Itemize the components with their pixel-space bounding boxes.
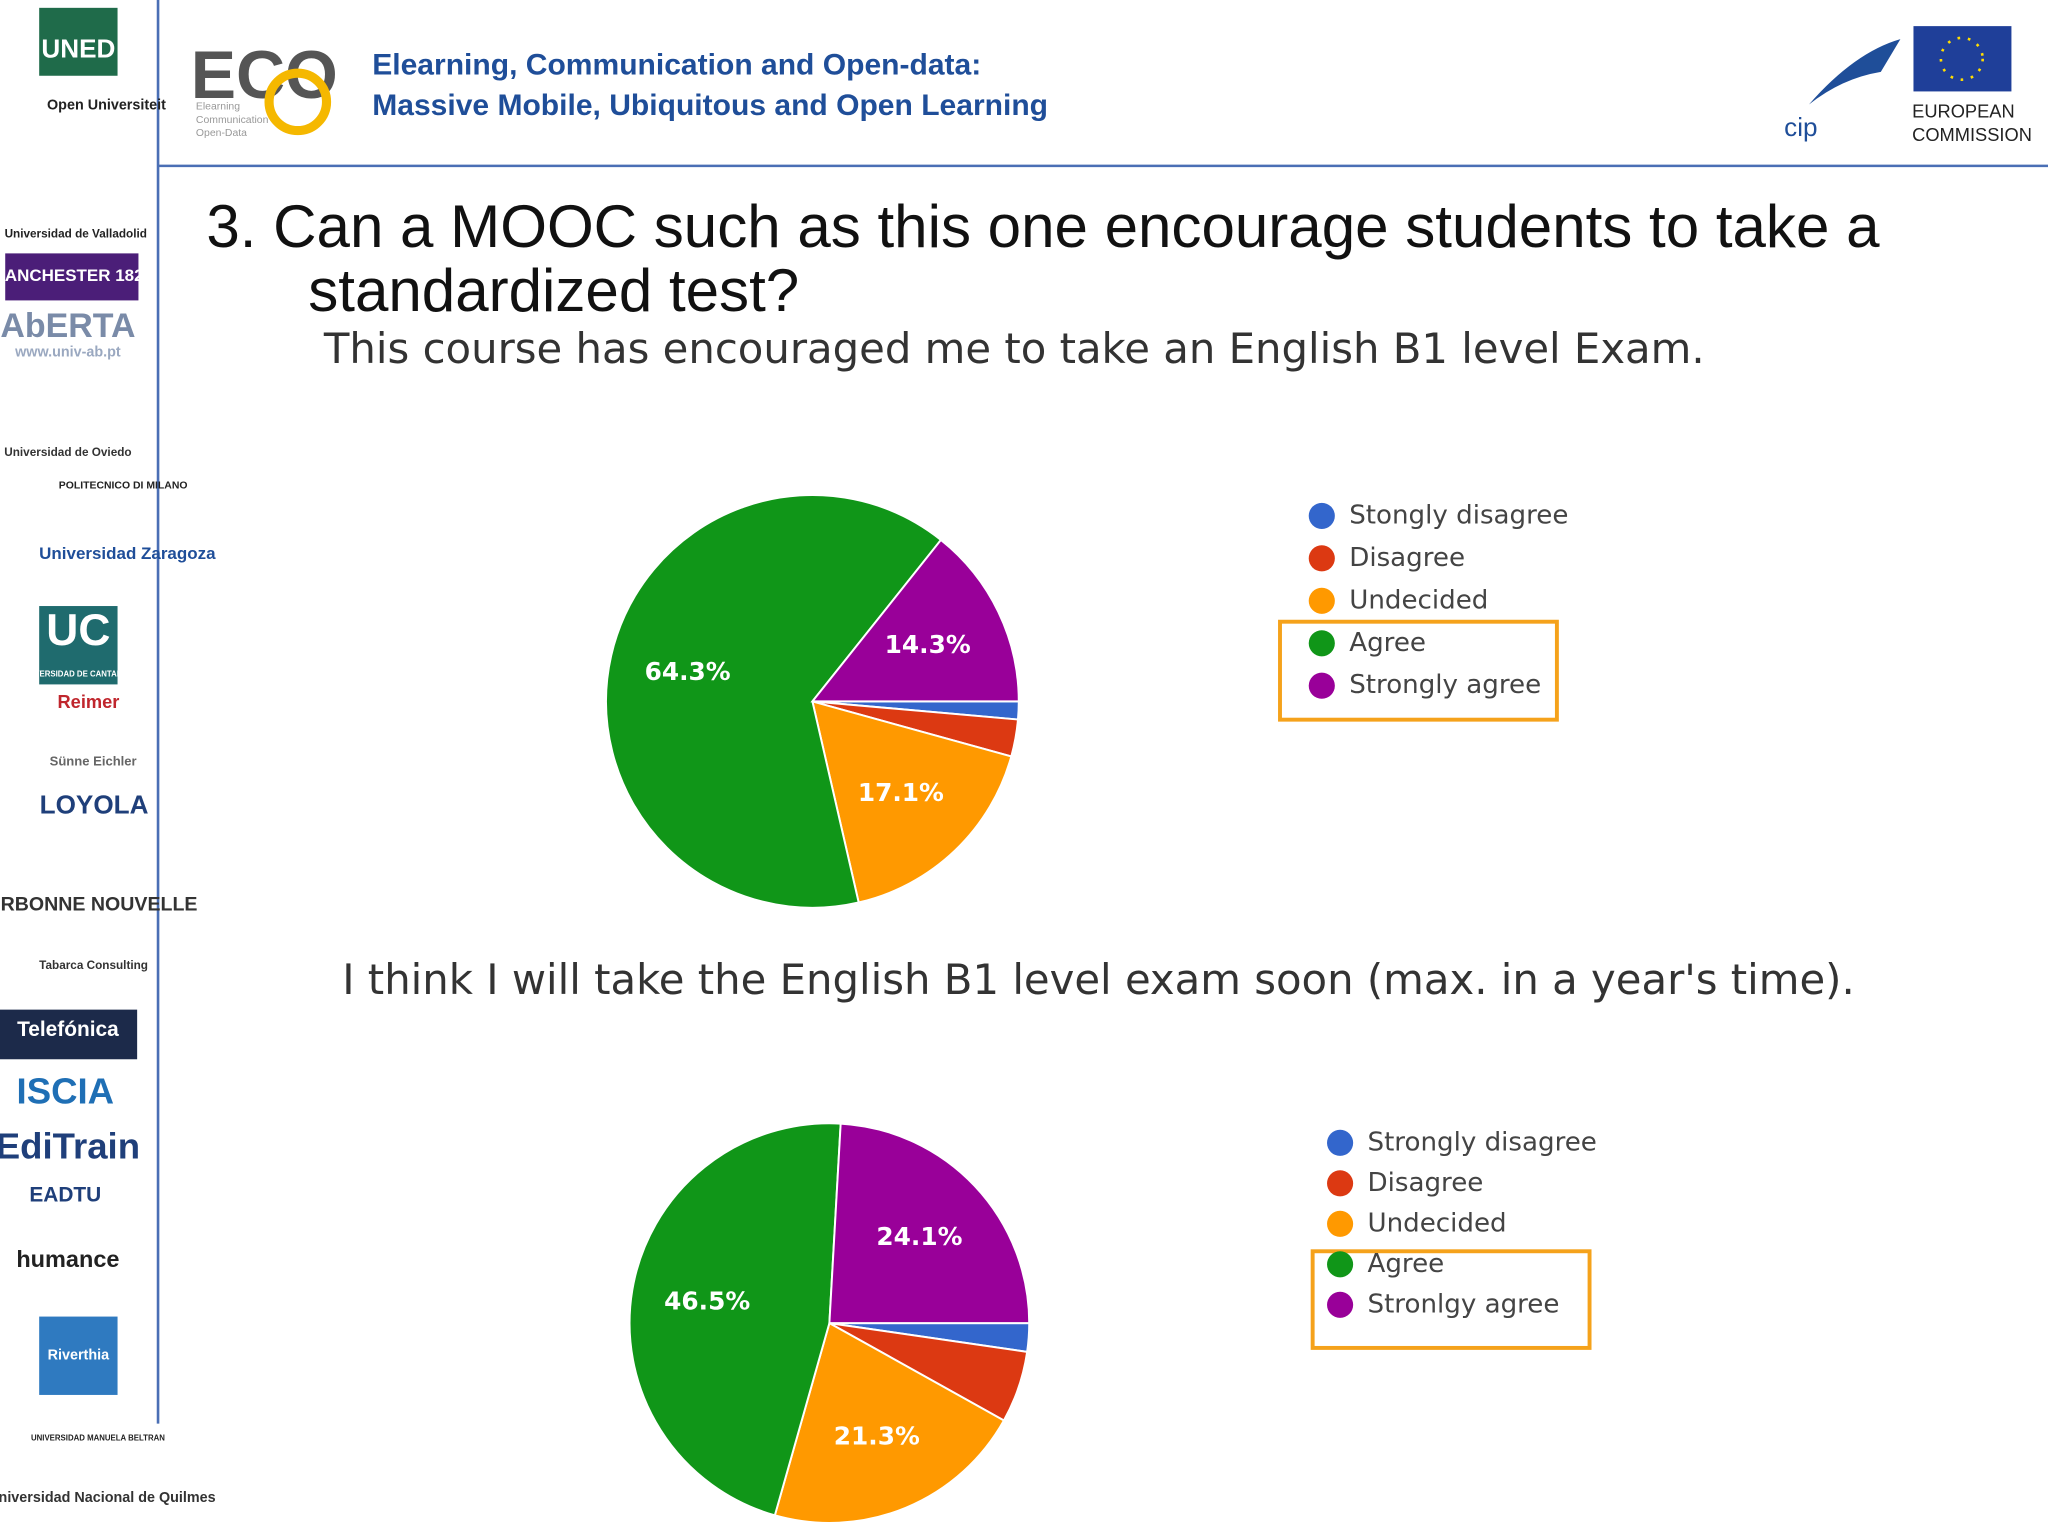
legend-swatch xyxy=(1308,545,1335,572)
logo-text: ISCIA xyxy=(17,1071,115,1112)
legend-label: Strongly agree xyxy=(1349,670,1541,700)
logo-text: UNIVERSIDAD MANUELA BELTRAN xyxy=(31,1434,165,1443)
logo-text: Universidad de Oviedo xyxy=(4,446,131,459)
legend-label: Disagree xyxy=(1368,1168,1484,1198)
logo-text: Reimer xyxy=(57,691,119,712)
legend-swatch xyxy=(1308,672,1335,699)
legend-swatch xyxy=(1327,1170,1354,1197)
logo-box xyxy=(39,606,118,685)
logo-text: MANCHESTER 1824 xyxy=(0,266,153,285)
legend-swatch xyxy=(1327,1251,1354,1278)
legend-label: Disagree xyxy=(1349,543,1465,573)
sidebar: UNED Open Universiteit Universidad de Vall… xyxy=(0,7,216,1506)
cip-figure xyxy=(1808,39,1901,105)
legend-label: Agree xyxy=(1349,628,1426,658)
logo-text: LOYOLA xyxy=(40,790,149,820)
logo-text: Universidad de Valladolid xyxy=(5,228,147,241)
slice-label: 64.3% xyxy=(645,657,731,686)
legend-label: Undecided xyxy=(1368,1208,1507,1238)
logo-text: UC xyxy=(46,606,110,655)
chart-title: This course has encouraged me to take an… xyxy=(323,324,1705,373)
slice-label: 21.3% xyxy=(834,1422,920,1451)
question: 3. Can a MOOC such as this one encourage… xyxy=(206,193,1880,260)
legend-swatch xyxy=(1308,630,1335,657)
slice-label: 46.5% xyxy=(664,1287,750,1316)
logo-text: humance xyxy=(16,1246,119,1272)
eco-sub: Elearning xyxy=(196,102,240,113)
logo-text: UNIVERSIDAD DE CANTABRIA xyxy=(21,670,136,679)
legend-swatch xyxy=(1308,587,1335,614)
pie-slice xyxy=(810,538,1020,703)
chart-title: I think I will take the English B1 level… xyxy=(342,955,1855,1004)
legend-label: Agree xyxy=(1368,1249,1445,1279)
logo-text: SORBONNE NOUVELLE xyxy=(0,893,197,915)
legend-swatch xyxy=(1327,1210,1354,1237)
legend-label: Stronlgy agree xyxy=(1368,1289,1560,1319)
highlight-box xyxy=(1278,619,1559,722)
logo-text: Tabarca Consulting xyxy=(39,959,148,972)
ec-label: EUROPEAN xyxy=(1912,101,2015,122)
eu-flag xyxy=(1913,26,2012,92)
slice-label: 17.1% xyxy=(858,778,944,807)
logo-text: www.univ-ab.pt xyxy=(14,345,121,361)
logo-box xyxy=(0,1009,138,1060)
legend-label: Undecided xyxy=(1349,585,1488,615)
logo-text: Sünne Eichler xyxy=(50,753,137,768)
cip-logo: cip xyxy=(1784,112,1817,142)
eco-sub: Open-Data xyxy=(196,128,247,139)
logo-box xyxy=(39,7,118,76)
logo-text: AbERTA xyxy=(0,307,135,345)
logo-box xyxy=(5,253,139,301)
logo-text: Riverthia xyxy=(48,1348,110,1364)
legend-swatch xyxy=(1327,1291,1354,1318)
logo-box xyxy=(39,1316,118,1395)
header-title: Massive Mobile, Ubiquitous and Open Lear… xyxy=(372,89,1048,122)
logo-text: Universidad Nacional de Quilmes xyxy=(0,1490,216,1506)
legend-swatch xyxy=(1308,502,1335,529)
logo-text: EdiTrain xyxy=(0,1126,140,1167)
slice-label: 14.3% xyxy=(885,630,971,659)
highlight-box xyxy=(1310,1249,1592,1350)
pie-slice xyxy=(773,1321,1006,1524)
header-title: Elearning, Communication and Open-data: xyxy=(372,48,981,81)
slice-label: 24.1% xyxy=(876,1222,962,1251)
legend-label: Stongly disagree xyxy=(1349,500,1568,530)
legend-swatch xyxy=(1327,1129,1354,1156)
eco-sub: Communication xyxy=(196,115,269,126)
ec-label: COMMISSION xyxy=(1912,124,2032,145)
pie-slice xyxy=(605,494,943,909)
legend-label: Strongly disagree xyxy=(1368,1127,1597,1157)
eco-swirl xyxy=(264,68,332,136)
logo-text: Telefónica xyxy=(17,1018,119,1041)
logo-text: UNED xyxy=(41,33,115,63)
pie-slice xyxy=(628,1122,842,1517)
question: standardized test? xyxy=(308,257,799,324)
pie-slice xyxy=(828,1122,1031,1325)
logo-text: Universidad Zaragoza xyxy=(39,544,216,563)
logo-text: Open Universiteit xyxy=(47,98,166,114)
logo-text: EADTU xyxy=(29,1184,101,1207)
pie-slice xyxy=(811,700,1013,904)
charts: 17.1% 64.3% 14.3% Stongly disagree Disagree U… xyxy=(605,494,1597,1524)
logo-text: POLITECNICO DI MILANO xyxy=(59,480,188,491)
eu-stars xyxy=(1939,36,1984,81)
